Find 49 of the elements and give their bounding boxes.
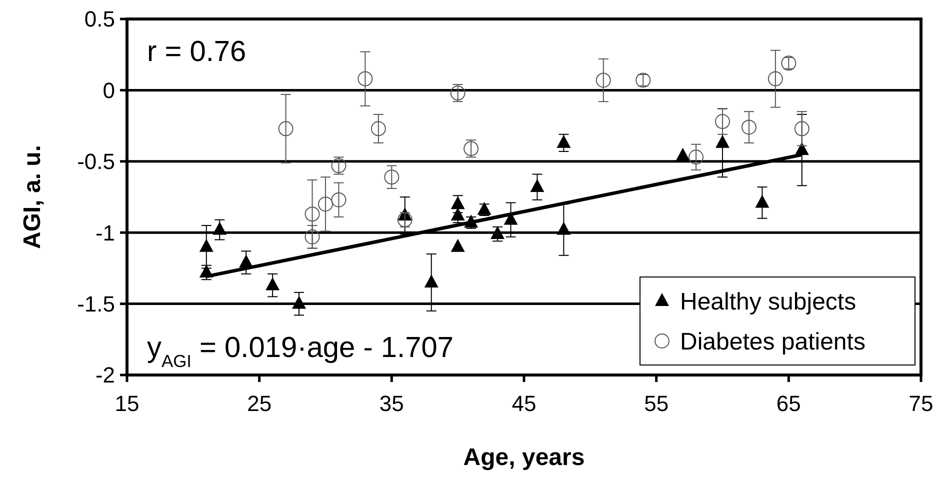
x-tick-label: 15 <box>114 391 140 416</box>
point <box>716 134 730 148</box>
point <box>199 238 214 252</box>
y-tick-label: 0.5 <box>84 6 115 32</box>
point <box>450 208 465 221</box>
y-axis-title: AGI, a. u. <box>19 144 46 250</box>
y-tick-label: -0.5 <box>77 149 115 174</box>
x-tick-label: 45 <box>512 391 536 416</box>
point <box>384 170 400 185</box>
point <box>318 196 333 212</box>
x-tick-label: 55 <box>644 391 669 416</box>
y-tick-label: -2 <box>95 362 115 388</box>
point <box>741 120 756 135</box>
annotation: y$_{AGI}$ = 0.019·age - 1.707 <box>147 332 454 371</box>
point <box>370 121 386 136</box>
point <box>490 226 505 240</box>
x-tick-label: 65 <box>776 391 801 416</box>
legend-label: Diabetes patients <box>680 328 866 356</box>
point <box>331 192 346 208</box>
annotation: r = 0.76 <box>147 36 246 68</box>
point <box>304 206 320 222</box>
point <box>304 229 320 244</box>
point <box>292 296 306 309</box>
point <box>688 150 704 165</box>
point <box>530 179 544 192</box>
legend-label: Healthy subjects <box>680 288 856 316</box>
point <box>424 274 438 288</box>
point <box>358 71 373 86</box>
point <box>450 238 465 252</box>
point <box>556 134 571 148</box>
point <box>676 148 690 161</box>
point <box>596 72 611 88</box>
x-tick-label: 75 <box>908 391 934 416</box>
y-tick-label: 0 <box>102 78 115 103</box>
point <box>450 196 465 210</box>
x-axis-title: Age, years <box>463 444 585 471</box>
point <box>556 222 571 235</box>
y-tick-label: -1 <box>95 220 115 246</box>
point <box>794 121 810 136</box>
point <box>212 222 227 235</box>
y-tick-label: -1.5 <box>77 292 115 316</box>
point <box>504 212 518 225</box>
x-tick-label: 35 <box>379 391 404 416</box>
point <box>768 71 783 86</box>
point <box>266 277 280 290</box>
point <box>755 194 770 208</box>
point <box>278 121 294 136</box>
point <box>715 114 730 130</box>
x-tick-label: 25 <box>247 391 272 416</box>
